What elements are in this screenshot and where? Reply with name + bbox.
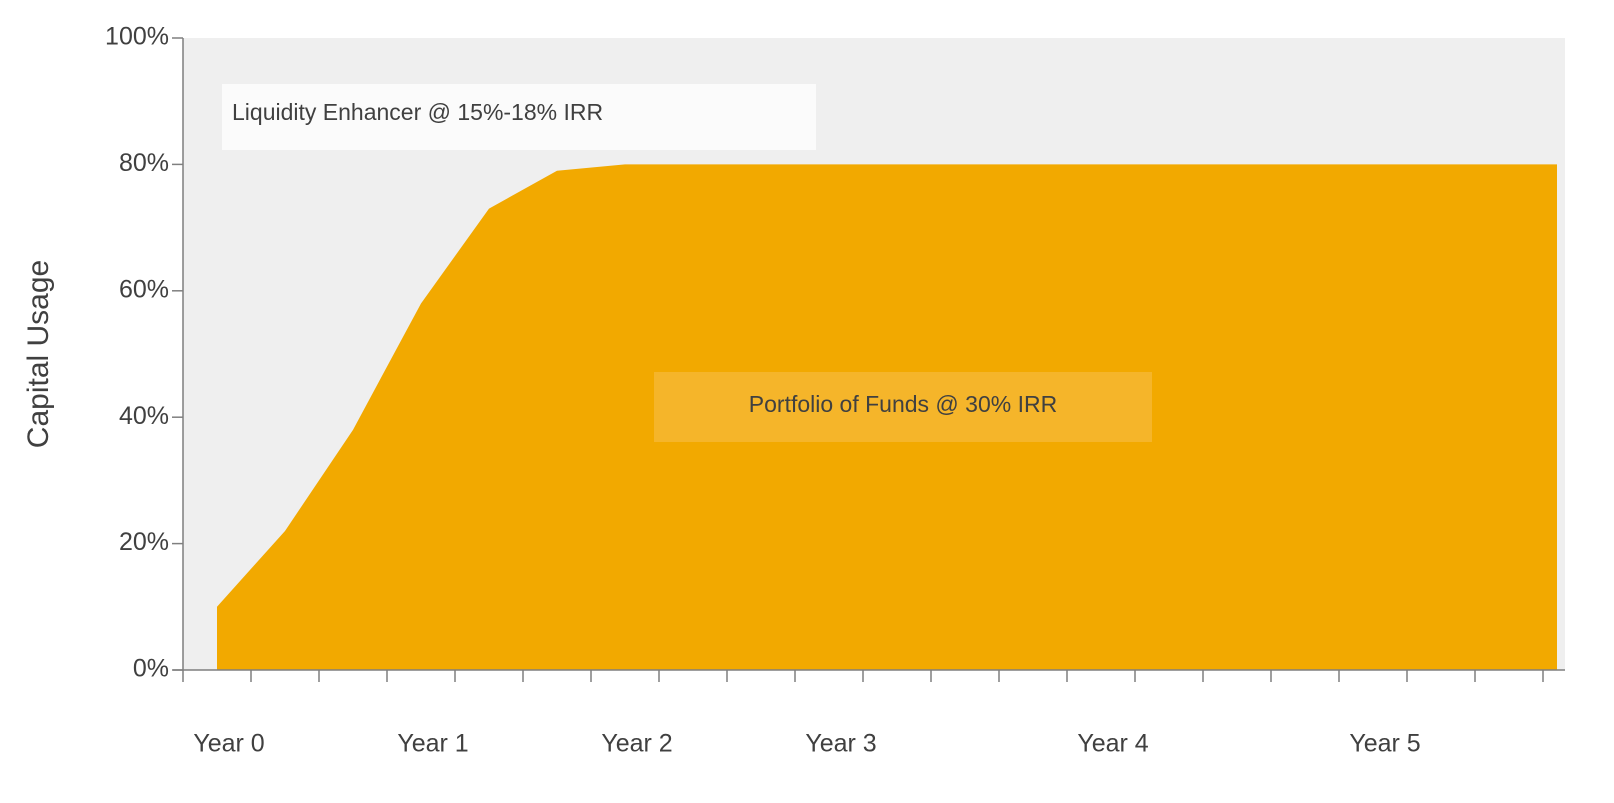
y-tick-label: 60% [119, 275, 169, 303]
y-tick-label: 0% [133, 655, 169, 683]
x-tick-label: Year 0 [193, 730, 264, 758]
x-tick-label: Year 3 [805, 730, 876, 758]
y-tick-label: 40% [119, 402, 169, 430]
annotation-box [222, 84, 816, 150]
x-tick-label: Year 1 [397, 730, 468, 758]
y-tick-label: 80% [119, 149, 169, 177]
x-tick-label: Year 4 [1077, 730, 1148, 758]
y-tick-label: 100% [105, 23, 169, 51]
x-tick-label: Year 5 [1349, 730, 1420, 758]
x-tick-label: Year 2 [601, 730, 672, 758]
annotation: Portfolio of Funds @ 30% IRR [749, 391, 1057, 417]
y-tick-label: 20% [119, 528, 169, 556]
annotation: Liquidity Enhancer @ 15%-18% IRR [232, 99, 603, 125]
annotation-box [654, 372, 1152, 442]
y-axis-label: Capital Usage [22, 260, 55, 448]
